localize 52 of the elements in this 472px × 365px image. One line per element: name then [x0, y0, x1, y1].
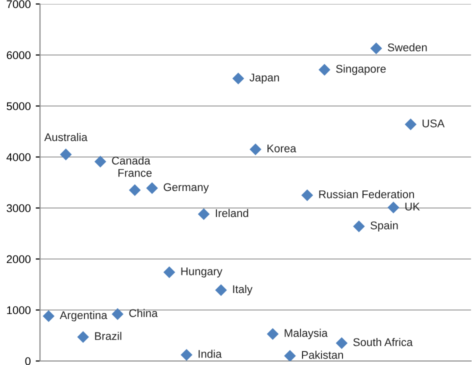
data-label: Hungary — [181, 267, 222, 278]
y-tick-label: 4000 — [6, 153, 31, 162]
data-label: Brazil — [95, 332, 122, 340]
y-tick-label: 7000 — [6, 0, 31, 8]
data-label: India — [198, 350, 222, 358]
point — [60, 148, 72, 160]
point — [284, 350, 296, 361]
point — [353, 220, 365, 232]
point — [112, 308, 124, 320]
point — [318, 64, 330, 76]
point — [180, 349, 192, 360]
point — [43, 310, 54, 322]
point — [164, 266, 175, 278]
data-label: Pakistan — [302, 350, 343, 359]
data-label: China — [129, 308, 158, 318]
point — [370, 42, 382, 54]
y-tick-label: 3000 — [6, 204, 31, 212]
data-label: Italy — [233, 284, 252, 296]
point — [405, 118, 416, 130]
data-label: Sweden — [388, 43, 427, 52]
point — [267, 328, 278, 340]
data-label: Argentina — [60, 310, 108, 322]
point — [215, 284, 227, 296]
data-label: Ireland — [216, 208, 248, 218]
point — [336, 338, 348, 349]
y-tick-label: 6000 — [6, 51, 31, 60]
data-label: Germany — [164, 183, 209, 194]
data-label: UK — [405, 202, 420, 210]
point — [198, 208, 210, 220]
data-label: Spain — [370, 221, 398, 232]
y-tick-label: 0 — [25, 357, 31, 365]
data-label: Canada — [112, 156, 150, 165]
point — [250, 144, 262, 155]
y-tick-label: 2000 — [6, 255, 31, 264]
point — [77, 331, 89, 343]
y-tick-label: 1000 — [7, 306, 31, 314]
data-label: Australia — [44, 132, 88, 142]
data-label: Korea — [268, 144, 296, 152]
point — [388, 202, 400, 214]
y-tick-label: 5000 — [6, 102, 31, 110]
data-label: Malaysia — [284, 328, 328, 340]
point — [232, 72, 244, 84]
data-label: France — [118, 169, 152, 177]
data-label: Japan — [250, 74, 279, 84]
data-label: Singapore — [336, 64, 386, 75]
point — [94, 156, 106, 168]
data-label: Russian Federation — [319, 190, 414, 198]
data-label: USA — [422, 119, 445, 128]
point — [146, 182, 158, 194]
point — [302, 190, 313, 201]
point — [129, 184, 140, 196]
data-label: South Africa — [353, 338, 413, 346]
